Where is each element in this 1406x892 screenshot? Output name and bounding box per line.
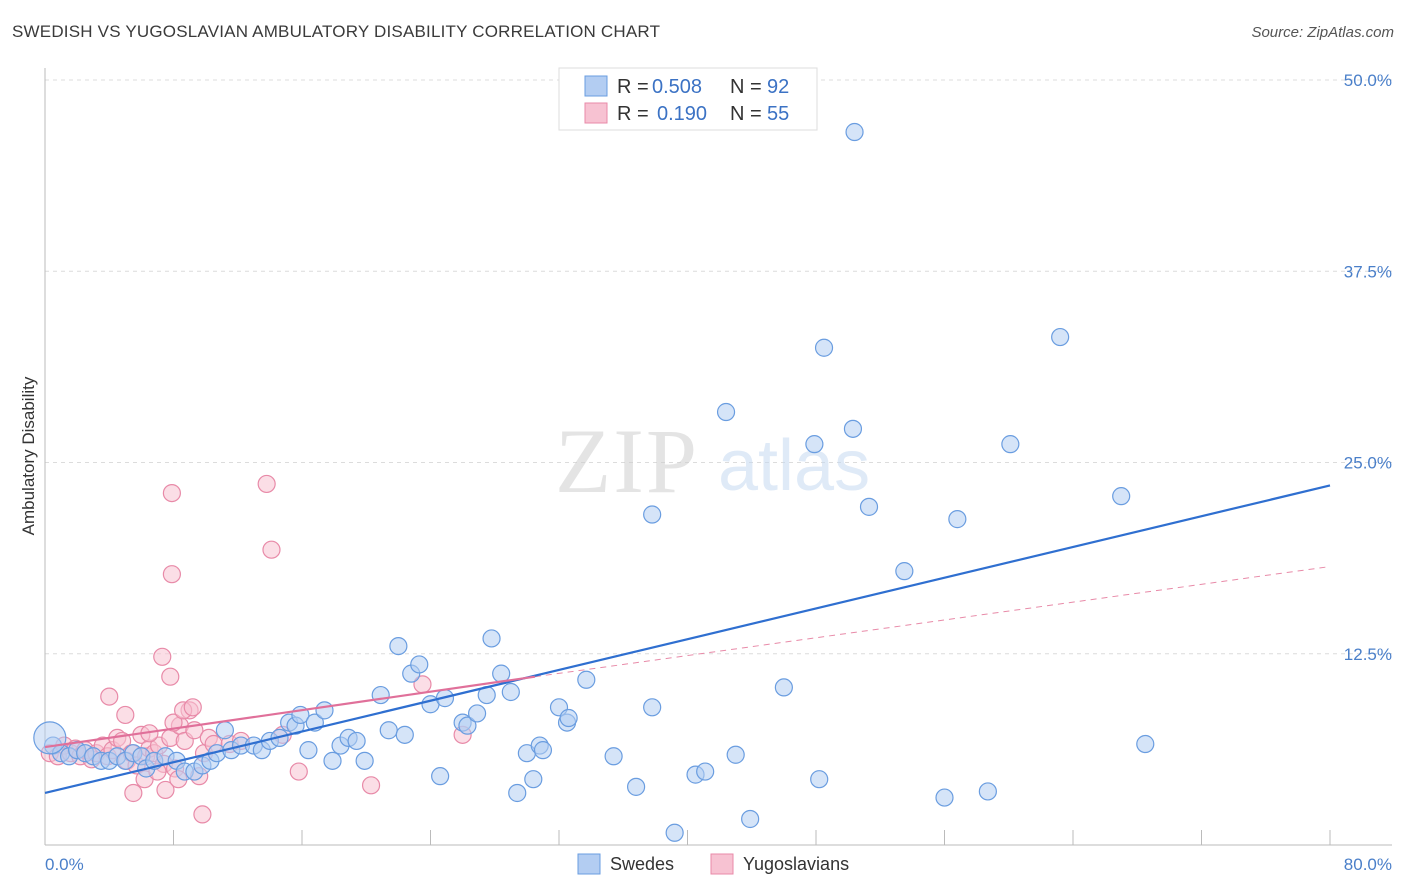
bottom-legend-swatch-yugoslavians: [710, 853, 734, 875]
swedes-point-69: [665, 823, 684, 842]
swedes-point-79: [843, 419, 863, 438]
yugoslavians-point-41: [164, 713, 183, 732]
yugoslavians-point-47: [162, 484, 181, 503]
legend-r-label-swedes: R =: [617, 76, 649, 98]
swedes-point-42: [395, 725, 414, 744]
y-axis-label: Ambulatory Disability: [19, 376, 38, 535]
swedes-point-81: [859, 497, 879, 516]
swedes-point-37: [347, 731, 366, 751]
yugoslavians-point-43: [183, 698, 202, 717]
yugoslavians-point-39: [100, 687, 119, 706]
swedes-point-63: [577, 670, 596, 689]
swedes-point-76: [805, 435, 824, 454]
swedes-point-87: [1051, 327, 1070, 347]
series-legend: Swedes Yugoslavians: [577, 853, 849, 875]
legend-n-label-yugoslavians: N =: [730, 103, 762, 125]
swedes-points: [33, 109, 1155, 842]
swedes-trend-line: [44, 484, 1331, 795]
swedes-point-59: [533, 741, 553, 760]
y-tick-label-3: 50.0%: [1344, 71, 1392, 90]
swedes-point-89: [1136, 734, 1155, 754]
x-axis-ticks: [173, 830, 1331, 845]
swedes-point-75: [774, 678, 793, 697]
watermark: ZIP atlas: [555, 410, 870, 512]
trend-lines: [44, 484, 1331, 795]
swedes-point-cluster: [33, 721, 67, 755]
swedes-point-67: [643, 698, 662, 717]
swedes-point-86: [1001, 435, 1020, 454]
swedes-point-44: [410, 655, 429, 674]
swedes-point-71: [696, 762, 715, 781]
yugoslavians-point-46: [153, 647, 172, 666]
yugoslavians-point-36: [156, 780, 175, 800]
legend-r-value-swedes: 0.508: [652, 76, 702, 98]
swedes-point-62: [559, 708, 578, 728]
yugoslavians-point-52: [262, 540, 281, 559]
swedes-point-64: [604, 747, 623, 766]
y-tick-label-2: 37.5%: [1344, 262, 1392, 281]
swedes-point-80: [845, 122, 864, 142]
legend-n-value-yugoslavians: 55: [767, 103, 789, 125]
watermark-atlas: atlas: [718, 426, 870, 506]
yugoslavians-trend-line: [44, 675, 536, 749]
legend-n-label-swedes: N =: [730, 76, 762, 98]
yugoslavians-point-45: [161, 667, 180, 686]
source-credit: Source: ZipAtlas.com: [1251, 24, 1394, 41]
swedes-point-85: [978, 782, 997, 801]
swedes-point-40: [379, 721, 398, 740]
swedes-point-46: [431, 767, 450, 786]
swedes-point-88: [1112, 487, 1131, 506]
legend-n-value-swedes: 92: [767, 76, 789, 98]
x-tick-label-max: 80.0%: [1344, 855, 1392, 874]
swedes-point-31: [299, 741, 318, 760]
swedes-point-55: [508, 783, 527, 803]
yugoslavians-point-51: [257, 474, 276, 494]
yugoslavians-point-55: [361, 776, 381, 795]
swedes-point-49: [458, 716, 477, 735]
swedes-point-74: [741, 809, 760, 829]
swedes-point-78: [810, 770, 829, 789]
chart-title: SWEDISH VS YUGOSLAVIAN AMBULATORY DISABI…: [12, 22, 661, 41]
yugoslavians-trend-extension: [534, 566, 1331, 678]
legend-r-value-yugoslavians: 0.190: [657, 103, 707, 125]
yugoslavians-point-48: [162, 565, 181, 584]
swedes-point-33: [315, 701, 334, 720]
swedes-point-21: [215, 721, 234, 740]
swedes-point-57: [524, 770, 543, 789]
x-tick-label-min: 0.0%: [45, 855, 84, 874]
swedes-point-68: [643, 505, 662, 524]
swedes-point-72: [716, 402, 736, 422]
y-tick-label-0: 12.5%: [1344, 645, 1392, 664]
swedes-point-84: [948, 510, 967, 529]
swedes-point-82: [895, 562, 914, 581]
swedes-point-77: [814, 338, 834, 357]
swedes-point-34: [323, 751, 342, 770]
swedes-point-73: [726, 745, 745, 764]
bottom-legend-label-yugoslavians: Yugoslavians: [743, 854, 849, 874]
correlation-legend: R = 0.508 N = 92 R = 0.190 N = 55: [558, 67, 818, 131]
watermark-zip: ZIP: [555, 410, 699, 512]
yugoslavians-point-33: [124, 783, 143, 803]
yugoslavians-point-54: [289, 762, 308, 781]
legend-swatch-yugoslavians: [584, 102, 608, 124]
bottom-legend-label-swedes: Swedes: [610, 854, 674, 874]
swedes-point-41: [389, 636, 408, 656]
swedes-point-39: [371, 685, 390, 705]
swedes-point-50: [467, 704, 487, 723]
y-tick-label-1: 25.0%: [1344, 454, 1392, 473]
yugoslavians-point-38: [193, 805, 212, 824]
legend-r-label-yugoslavians: R =: [617, 103, 649, 125]
swedes-point-38: [355, 751, 374, 770]
y-tick-labels: 12.5% 25.0% 37.5% 50.0%: [1344, 71, 1392, 664]
gridlines: [45, 79, 1392, 655]
swedes-point-83: [935, 788, 954, 807]
legend-swatch-swedes: [584, 75, 608, 97]
swedes-point-65: [626, 777, 646, 796]
swedes-point-52: [482, 629, 501, 648]
bottom-legend-swatch-swedes: [577, 853, 601, 875]
swedes-point-54: [501, 682, 520, 702]
yugoslavians-point-40: [116, 705, 135, 725]
